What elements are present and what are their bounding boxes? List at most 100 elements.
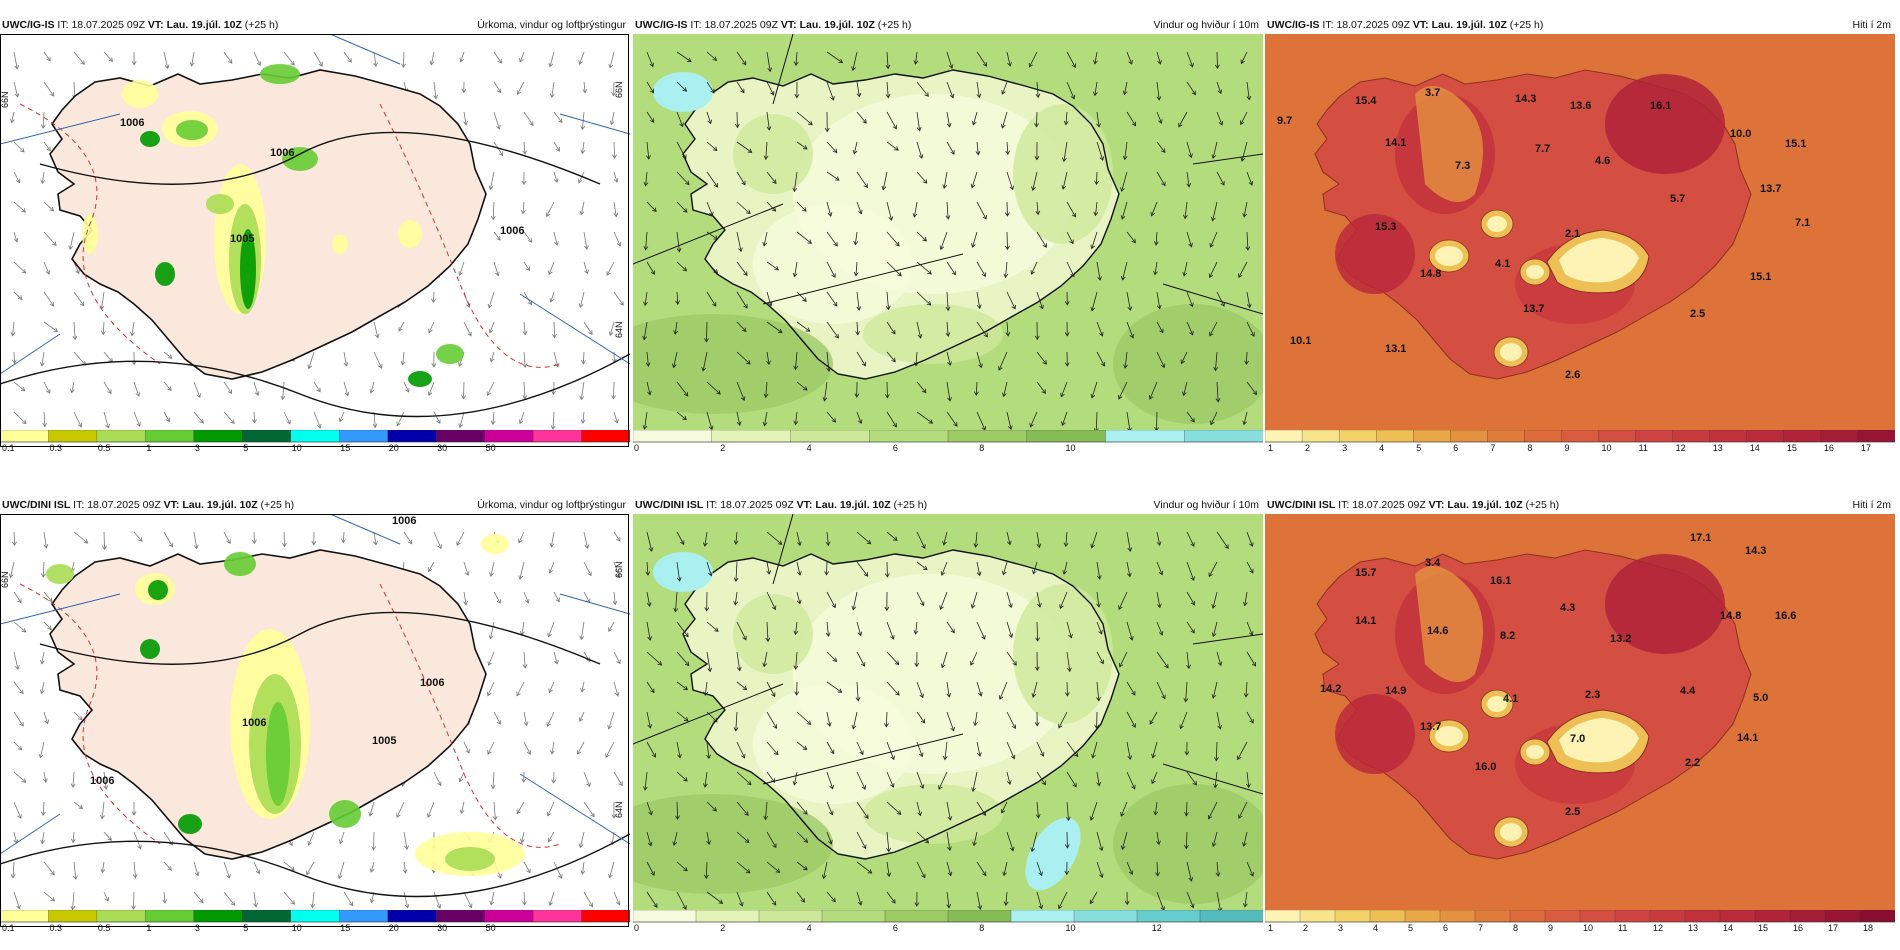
legend-swatch (1746, 430, 1785, 443)
map-value-label: 1005 (372, 735, 396, 747)
legend-svg: 1 2 3 4 5 6 7 8 9 10 11 12 13 14 15 16 17 18 (1265, 910, 1895, 932)
legend-tick: 4 (807, 443, 812, 452)
legend-swatch (96, 910, 147, 923)
legend-svg: 0 2 4 6 8 10 12 (633, 910, 1263, 932)
legend-swatch (1859, 910, 1895, 923)
legend-tick: 18 (1863, 923, 1873, 932)
legend-swatch (1265, 430, 1303, 443)
legend-swatch (1301, 430, 1340, 443)
map-value-label: 13.6 (1570, 100, 1591, 112)
legend-tick: 6 (893, 923, 898, 932)
init-time: 18.07.2025 09Z (1352, 499, 1426, 511)
map-area (633, 514, 1263, 910)
legend-swatch (1824, 910, 1861, 923)
model-label: UWC/DINI ISL (1267, 499, 1336, 511)
lead-time: (+25 h) (1525, 499, 1560, 511)
legend-tick: 5 (243, 443, 248, 452)
map-svg (633, 514, 1263, 910)
map-value-label: 15.1 (1785, 138, 1806, 150)
legend-swatch (790, 430, 870, 443)
legend-swatch (633, 430, 713, 443)
map-svg: 17.1 14.3 3.4 15.7 16.1 14.1 14.6 8.2 4.3 14.8 16.… (1265, 514, 1895, 910)
map-value-label: 1006 (120, 117, 144, 129)
map-value-label: 2.6 (1565, 369, 1580, 381)
latitude-label: 64N (614, 321, 624, 338)
legend-swatch (290, 910, 340, 923)
legend-swatch (242, 910, 292, 923)
legend-swatch (48, 910, 98, 923)
panel-header: UWC/IG-IS IT: 18.07.2025 09Z VT: Lau. 19… (0, 17, 630, 33)
legend-tick: 1 (146, 443, 151, 452)
legend-tick: 15 (340, 443, 350, 452)
map-value-label: 2.3 (1585, 689, 1600, 701)
lead-time: (+25 h) (893, 499, 928, 511)
latitude-label: 66N (0, 91, 10, 108)
legend-tick: 12 (1152, 923, 1162, 932)
map-value-label: 14.1 (1385, 137, 1406, 149)
legend-swatch (532, 910, 583, 923)
legend-tick: 5 (243, 923, 248, 932)
latitude-label: 66N (614, 81, 624, 98)
map-area: 17.1 14.3 3.4 15.7 16.1 14.1 14.6 8.2 4.3 14.8 16.… (1265, 514, 1895, 910)
legend-swatch (1614, 910, 1651, 923)
map-value-label: 13.7 (1420, 721, 1441, 733)
lead-time: (+25 h) (260, 499, 295, 511)
vt-label: VT: (1412, 19, 1429, 31)
init-time: 18.07.2025 09Z (704, 19, 778, 31)
panel-title: Hiti í 2m (1852, 19, 1891, 31)
map-area: 1006 1006 1006 1005 1006 66N 66N 64N (0, 514, 630, 910)
map-value-label: 3.7 (1425, 87, 1440, 99)
color-legend: 0.1 0.3 0.5 1 3 5 10 15 20 30 50 (0, 430, 630, 452)
legend-swatch (821, 910, 886, 923)
legend-swatch (633, 910, 697, 923)
legend-swatch (484, 910, 534, 923)
map-value-label: 13.2 (1610, 633, 1631, 645)
map-value-label: 7.1 (1795, 217, 1810, 229)
legend-tick: 10 (1066, 923, 1076, 932)
map-value-label: 14.9 (1385, 685, 1406, 697)
map-value-label: 1005 (230, 233, 254, 245)
panel-title: Hiti í 2m (1852, 499, 1891, 511)
legend-swatch (1334, 910, 1371, 923)
legend-swatch (387, 430, 437, 443)
vt-label: VT: (796, 499, 813, 511)
map-value-label: 16.1 (1650, 100, 1671, 112)
model-label: UWC/IG-IS (1267, 19, 1320, 31)
latitude-label: 66N (614, 561, 624, 578)
map-value-label: 17.1 (1690, 532, 1711, 544)
legend-swatch (1338, 430, 1377, 443)
legend-swatch (339, 910, 389, 923)
legend-swatch (1709, 430, 1748, 443)
it-label: IT: (1322, 19, 1334, 31)
legend-tick: 4 (807, 923, 812, 932)
map-value-label: 1006 (420, 677, 444, 689)
color-legend: 1 2 3 4 5 6 7 8 9 10 11 12 13 14 15 16 17 18 (1265, 910, 1895, 932)
legend-swatch (1820, 430, 1859, 443)
legend-swatch (884, 910, 949, 923)
legend-tick: 10 (1066, 443, 1076, 452)
legend-tick: 10 (1602, 443, 1612, 452)
legend-swatch (1299, 910, 1336, 923)
legend-tick: 4 (1379, 443, 1384, 452)
legend-tick: 3 (195, 923, 200, 932)
map-value-label: 13.1 (1385, 343, 1406, 355)
legend-swatch (1649, 910, 1686, 923)
legend-swatch (0, 910, 50, 923)
color-legend: 0.1 0.3 0.5 1 3 5 10 15 20 30 50 (0, 910, 630, 932)
init-time: 18.07.2025 09Z (71, 19, 145, 31)
map-value-label: 13.7 (1760, 183, 1781, 195)
legend-tick: 1 (1268, 923, 1273, 932)
legend-swatch (484, 430, 534, 443)
legend-tick: 5 (1416, 443, 1421, 452)
color-legend: 0 2 4 6 8 10 12 (633, 910, 1263, 932)
model-label: UWC/IG-IS (2, 19, 55, 31)
legend-tick: 12 (1676, 443, 1686, 452)
map-panel-temp-igis: UWC/IG-IS IT: 18.07.2025 09Z VT: Lau. 19… (1265, 17, 1895, 457)
map-value-label: 16.1 (1490, 575, 1511, 587)
map-value-label: 4.1 (1495, 258, 1510, 270)
color-legend: 1 2 3 4 5 6 7 8 9 10 11 12 13 14 15 16 17 (1265, 430, 1895, 452)
legend-tick: 2 (720, 923, 725, 932)
vt-label: VT: (780, 19, 797, 31)
legend-tick: 17 (1828, 923, 1838, 932)
panel-title: Vindur og hviður í 10m (1153, 499, 1259, 511)
